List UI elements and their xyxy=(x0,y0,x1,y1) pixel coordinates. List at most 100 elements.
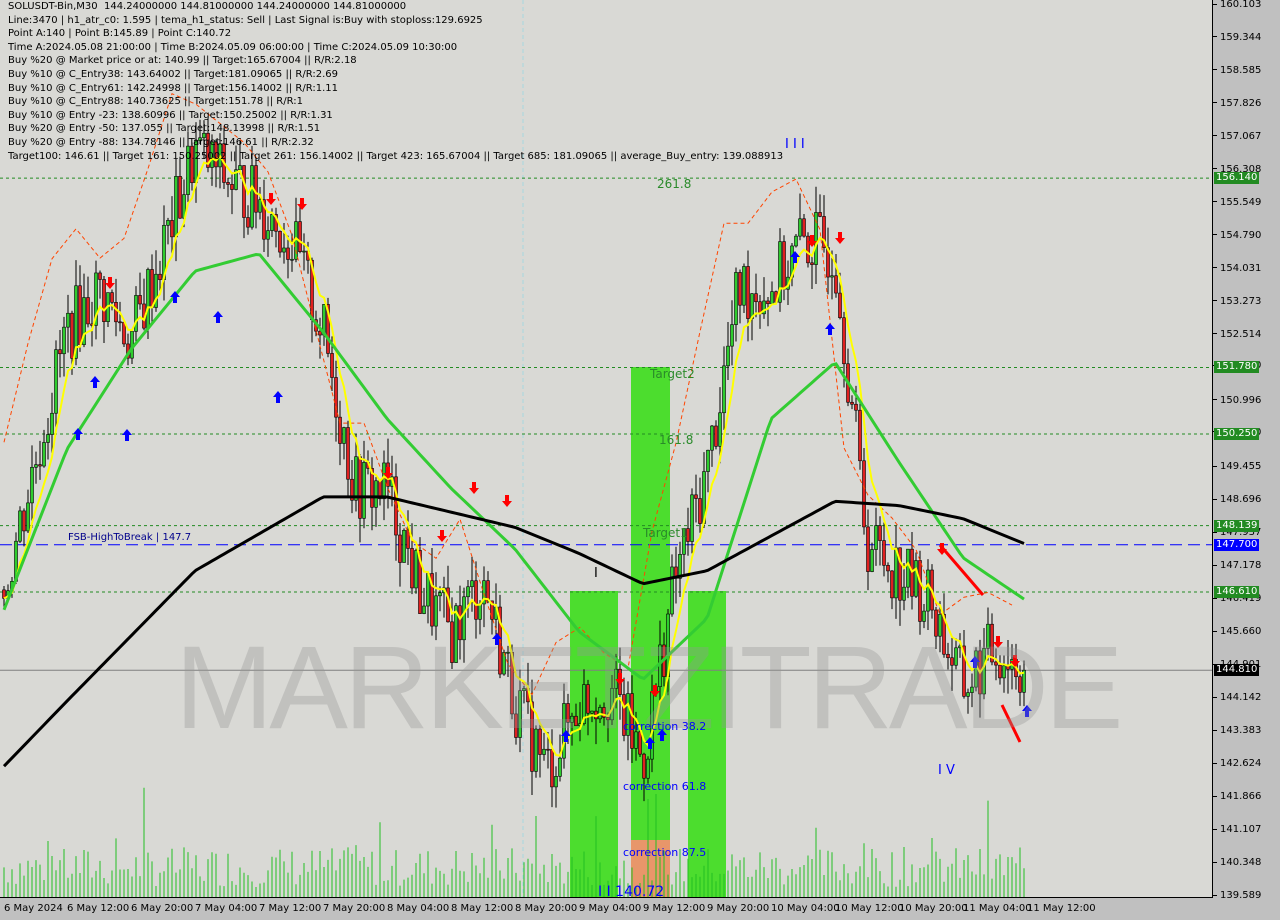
candle-body xyxy=(830,275,834,278)
candle-body xyxy=(434,595,438,627)
candle-body xyxy=(254,165,258,213)
candle-body xyxy=(586,684,590,714)
candle-body xyxy=(338,416,342,444)
candle-body xyxy=(726,345,730,367)
candle-body xyxy=(66,312,70,328)
candle-body xyxy=(734,272,738,325)
candle-body xyxy=(78,285,82,345)
candle-body xyxy=(50,412,54,435)
time-axis[interactable]: 6 May 2024 6 May 12:00 6 May 20:00 7 May 04… xyxy=(0,898,1212,920)
candle-body xyxy=(134,295,138,332)
candle-body xyxy=(730,324,734,347)
time-tick: 9 May 12:00 xyxy=(643,903,706,914)
candle-body xyxy=(166,220,170,226)
info-line: Buy %20 @ Entry -88: 134.78146 || Target… xyxy=(8,136,314,148)
candle-body xyxy=(918,560,922,622)
time-tick: 10 May 04:00 xyxy=(771,903,840,914)
sell-arrow-icon xyxy=(993,636,1003,648)
level-price-label: 156.140 xyxy=(1214,172,1260,185)
candle-body xyxy=(874,525,878,550)
info-line: Time A:2024.05.08 21:00:00 | Time B:2024… xyxy=(8,41,458,53)
candle-body xyxy=(414,550,418,589)
candle-body xyxy=(410,548,414,589)
candle-body xyxy=(862,460,866,528)
candle-body xyxy=(690,494,694,542)
candle-body xyxy=(686,528,690,542)
buy-arrow-icon xyxy=(73,428,83,440)
candle-body xyxy=(574,715,578,727)
buy-arrow-icon xyxy=(970,656,980,668)
candle-body xyxy=(370,468,374,508)
candle-body xyxy=(266,230,270,240)
candle-body xyxy=(330,353,334,378)
candle-body xyxy=(110,292,114,303)
candle-body xyxy=(490,600,494,620)
price-tick: 152.514 xyxy=(1213,329,1261,340)
candle-body xyxy=(806,235,810,264)
candle-body xyxy=(858,409,862,462)
candle-body xyxy=(286,247,290,260)
price-tick: 147.937 xyxy=(1213,527,1261,538)
candle-body xyxy=(470,580,474,588)
candle-body xyxy=(486,580,490,602)
sell-arrow-icon xyxy=(1010,655,1020,667)
candle-body xyxy=(646,758,650,779)
candle-body xyxy=(502,652,506,675)
candle-body xyxy=(922,610,926,622)
correction-38-label: correction 38.2 xyxy=(623,720,707,733)
sell-arrow-icon xyxy=(807,235,817,247)
price-tick: 150.996 xyxy=(1213,395,1261,406)
indicator-info-panel: SOLUSDT-Bin,M30 144.24000000 144.8100000… xyxy=(8,0,783,163)
watermark: MARKETZITRADE xyxy=(175,622,1123,754)
candle-body xyxy=(118,321,122,324)
candle-body xyxy=(870,549,874,572)
info-line: Buy %10 @ Entry -23: 138.60996 || Target… xyxy=(8,109,333,121)
candle-body xyxy=(186,145,190,195)
info-line: Buy %10 @ C_Entry38: 143.64002 || Target… xyxy=(8,68,338,80)
price-tick: 145.660 xyxy=(1213,626,1261,637)
candle-body xyxy=(226,182,230,185)
candle-body xyxy=(810,262,814,265)
sell-arrow-icon xyxy=(937,543,947,555)
candle-body xyxy=(94,272,98,326)
price-chart-svg xyxy=(0,0,1212,897)
candle-body xyxy=(242,165,246,218)
candle-body xyxy=(114,301,118,323)
candle-body xyxy=(746,266,750,319)
candle-body xyxy=(818,212,822,217)
candle-body xyxy=(582,684,586,724)
candle-body xyxy=(454,605,458,663)
sell-arrow-icon xyxy=(615,673,625,685)
chart-plot-area[interactable]: MARKETZITRADE SOLUSDT-Bin,M30 144.240000… xyxy=(0,0,1213,898)
candle-body xyxy=(46,434,50,443)
correction-61-label: correction 61.8 xyxy=(623,780,707,793)
candle-body xyxy=(282,247,286,253)
candle-body xyxy=(394,476,398,536)
candle-body xyxy=(778,241,782,303)
candle-body xyxy=(794,235,798,247)
info-line: Line:3470 | h1_atr_c0: 1.595 | tema_h1_s… xyxy=(8,14,483,26)
candle-body xyxy=(614,668,618,689)
time-tick: 7 May 12:00 xyxy=(259,903,322,914)
candle-body xyxy=(250,165,254,228)
price-tick: 148.696 xyxy=(1213,494,1261,505)
candle-body xyxy=(138,295,142,305)
candle-body xyxy=(814,212,818,265)
candle-body xyxy=(878,525,882,541)
price-axis[interactable]: 160.103 159.344 158.585 157.826 157.067 156.3… xyxy=(1213,0,1280,901)
candle-body xyxy=(570,715,574,723)
sell-arrow-icon xyxy=(297,198,307,210)
time-tick: 11 May 12:00 xyxy=(1027,903,1096,914)
candle-body xyxy=(102,279,106,322)
candle-body xyxy=(926,569,930,612)
candle-body xyxy=(638,731,642,755)
candle-body xyxy=(298,221,302,252)
candle-body xyxy=(854,403,858,411)
wave-1-label: I xyxy=(594,566,598,581)
candle-body xyxy=(170,220,174,238)
price-tick: 154.031 xyxy=(1213,263,1261,274)
candle-body xyxy=(694,494,698,499)
candle-body xyxy=(990,623,994,663)
candle-body xyxy=(258,199,262,213)
candle-body xyxy=(530,701,534,772)
